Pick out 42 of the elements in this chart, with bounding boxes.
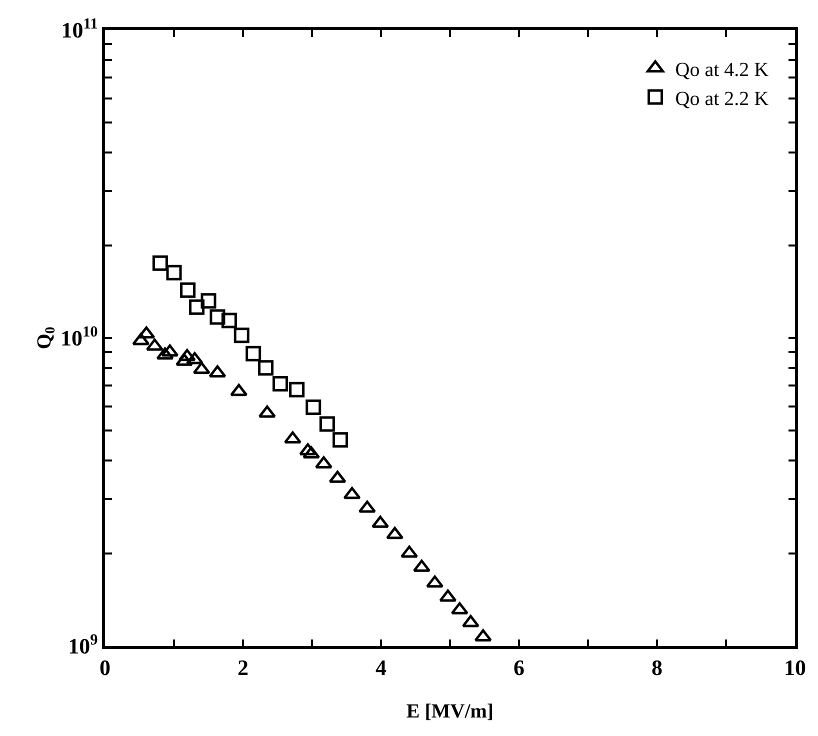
legend-label: Qo at 4.2 K: [675, 58, 770, 81]
point: [138, 326, 156, 339]
point: [180, 282, 196, 298]
point: [152, 255, 168, 271]
x-tick-label: 6: [514, 655, 524, 680]
point: [319, 416, 335, 432]
point: [161, 344, 179, 357]
point: [156, 347, 174, 360]
y-tick-label: 10$^{10}$: [60, 323, 98, 351]
point: [132, 332, 150, 346]
point: [166, 264, 182, 280]
point: [306, 399, 322, 415]
point: [192, 362, 210, 374]
point: [234, 328, 250, 344]
legend-label: Qo at 2.2 K: [675, 88, 770, 110]
point: [462, 614, 480, 628]
point: [210, 309, 226, 325]
point: [258, 405, 276, 418]
point: [221, 312, 237, 328]
x-axis-title: E [MV/m]: [406, 700, 494, 722]
point: [302, 446, 320, 459]
point: [386, 526, 404, 540]
y-tick-label: 10$^{11}$: [61, 15, 98, 43]
x-tick-label: 8: [652, 655, 662, 680]
point: [246, 346, 262, 362]
x-tick-label: 10: [784, 655, 806, 680]
point: [332, 432, 348, 448]
point: [426, 575, 444, 588]
point: [186, 352, 204, 364]
x-tick-label: 0: [100, 655, 110, 680]
point: [439, 589, 457, 602]
y-tick-label: 10$^{9}$: [68, 631, 98, 659]
point: [343, 486, 361, 500]
point: [258, 360, 274, 376]
point: [178, 348, 196, 362]
point: [189, 299, 205, 315]
point: [230, 384, 248, 396]
point: [200, 293, 216, 309]
x-tick-label: 4: [376, 655, 386, 680]
x-tick-label: 2: [238, 655, 248, 680]
point: [272, 376, 288, 392]
point: [289, 382, 305, 398]
